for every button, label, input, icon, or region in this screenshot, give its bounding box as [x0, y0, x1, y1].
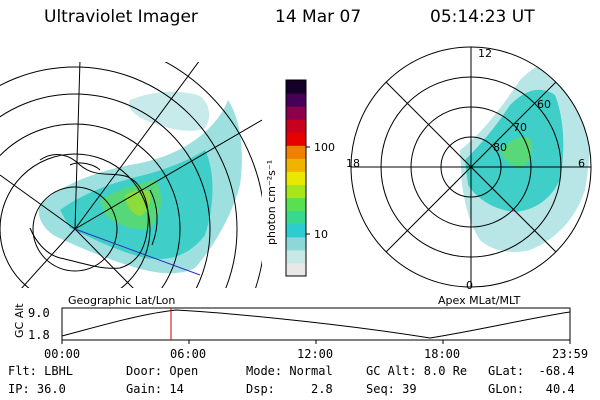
- xtick-2359: 23:59: [552, 347, 589, 361]
- colorbar-band: [286, 171, 306, 186]
- colorbar-band: [286, 119, 306, 133]
- colorbar-band: [286, 262, 306, 277]
- info-seq: Seq: 39: [366, 382, 417, 396]
- geographic-panel-label: Geographic Lat/Lon: [68, 294, 176, 307]
- latitude-circles: [0, 62, 262, 288]
- mlt-label-12: 12: [478, 47, 492, 60]
- altitude-ytick-9: 9.0: [28, 306, 50, 320]
- longitude-lines: [0, 62, 262, 288]
- xtick-1200: 12:00: [297, 347, 334, 361]
- aurora-emission-geographic: [38, 91, 242, 274]
- altitude-ylabel: GC Alt: [13, 303, 26, 338]
- info-glon: GLon: 40.4: [488, 382, 575, 396]
- colorbar-band: [286, 223, 306, 238]
- colorbar-ticks: [306, 146, 310, 235]
- coastline: [29, 154, 158, 269]
- time-label: 05:14:23 UT: [430, 7, 535, 27]
- date-label: 14 Mar 07: [275, 7, 362, 27]
- info-filter: Flt: LBHL: [8, 364, 74, 378]
- xtick-1800: 18:00: [424, 347, 461, 361]
- aurora-emission-magnetic: [460, 61, 591, 252]
- info-door: Door: Open: [126, 364, 199, 378]
- colorbar-band: [286, 158, 306, 172]
- colorbar-band: [286, 184, 306, 199]
- colorbar-band: [286, 236, 306, 251]
- colorbar-band: [286, 210, 306, 225]
- info-ip: IP: 36.0: [8, 382, 66, 396]
- xtick-0600: 06:00: [170, 347, 207, 361]
- colorbar-band: [286, 145, 306, 159]
- mlat-label-80: 80: [493, 141, 507, 154]
- colorbar-band: [286, 93, 306, 107]
- xtick-0000: 00:00: [44, 347, 81, 361]
- info-dsp: Dsp: 2.8: [246, 382, 333, 396]
- colorbar-band: [286, 249, 306, 264]
- mlt-label-18: 18: [346, 157, 360, 170]
- altitude-ytick-1-8: 1.8: [28, 328, 50, 342]
- mlt-lines: [351, 47, 591, 287]
- colorbar-band: [286, 106, 306, 120]
- instrument-title: Ultraviolet Imager: [44, 7, 198, 27]
- info-glat: GLat: -68.4: [488, 364, 575, 378]
- mlat-label-60: 60: [537, 98, 551, 111]
- magnetic-panel-label: Apex MLat/MLT: [438, 294, 521, 307]
- altitude-x-ticks: [61, 340, 571, 344]
- info-mode: Mode: Normal: [246, 364, 333, 378]
- altitude-curve: [61, 309, 571, 339]
- colorbar-tick-10: 10: [314, 228, 328, 241]
- terminator-line: [74, 228, 201, 276]
- info-gc-alt: GC Alt: 8.0 Re: [366, 364, 468, 378]
- mlat-label-70: 70: [513, 121, 527, 134]
- colorbar-band: [286, 197, 306, 212]
- info-gain: Gain: 14: [126, 382, 184, 396]
- colorbar-tick-100: 100: [314, 141, 335, 154]
- mlt-label-0: 0: [466, 279, 473, 292]
- colorbar-band: [286, 80, 306, 94]
- mlt-label-6: 6: [578, 157, 585, 170]
- colorbar-band: [286, 132, 306, 146]
